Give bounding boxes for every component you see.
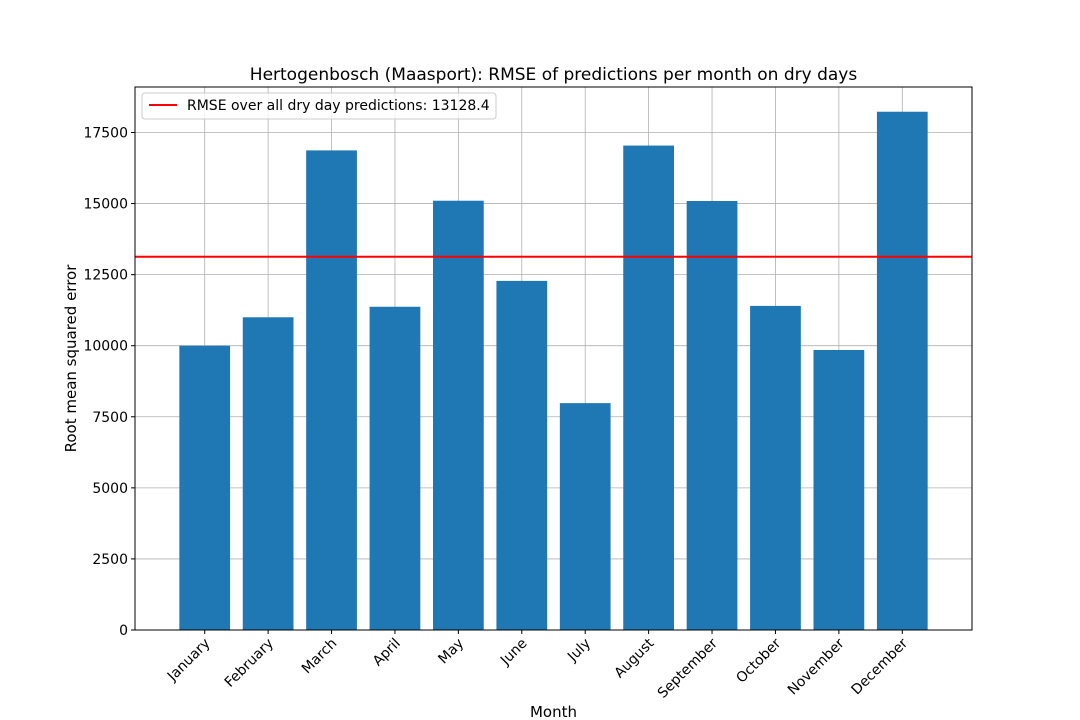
- y-tick-label: 17500: [83, 125, 128, 141]
- bar-november: [813, 349, 865, 630]
- x-tick-label-november: November: [785, 635, 848, 698]
- y-tick-label: 7500: [92, 410, 128, 426]
- x-tick-label-april: April: [370, 636, 404, 670]
- y-axis-label: Root mean squared error: [62, 264, 80, 453]
- x-tick-label-january: January: [164, 636, 214, 686]
- y-axis-ticks: 0 2500 5000 7500 10000 12500 15000 17500: [83, 125, 135, 639]
- bar-april: [369, 306, 421, 630]
- y-tick-label: 2500: [92, 552, 128, 568]
- x-tick-label-july: July: [564, 636, 594, 666]
- y-tick-label: 10000: [83, 339, 128, 355]
- bar-june: [496, 280, 548, 630]
- bar-march: [306, 150, 357, 630]
- bar-september: [686, 201, 738, 630]
- x-tick-label-august: August: [611, 635, 657, 681]
- bar-may: [433, 200, 484, 630]
- x-tick-label-june: June: [497, 636, 531, 670]
- bars-layer: [179, 111, 928, 630]
- x-axis-ticks: January February March April May June July Augu…: [164, 630, 911, 702]
- bar-october: [750, 305, 801, 630]
- x-tick-label-september: September: [655, 635, 721, 701]
- bar-february: [242, 317, 294, 630]
- y-tick-label: 12500: [83, 268, 128, 284]
- y-tick-label: 5000: [92, 481, 128, 497]
- y-tick-label: 15000: [83, 197, 128, 213]
- legend: RMSE over all dry day predictions: 13128…: [141, 92, 497, 120]
- plot-frame: [134, 86, 973, 631]
- x-tick-label-march: March: [299, 636, 340, 677]
- legend-label: RMSE over all dry day predictions: 13128…: [187, 98, 490, 114]
- y-tick-label: 0: [119, 623, 128, 639]
- x-tick-label-october: October: [733, 635, 784, 686]
- x-tick-label-february: February: [222, 636, 277, 691]
- bar-august: [623, 145, 674, 630]
- chart-title: Hertogenbosch (Maasport): RMSE of predic…: [250, 65, 858, 85]
- bar-january: [179, 345, 231, 630]
- x-tick-label-december: December: [848, 635, 911, 698]
- bar-july: [559, 403, 611, 630]
- x-tick-label-may: May: [435, 636, 467, 668]
- x-axis-label: Month: [530, 703, 577, 720]
- legend-box: [141, 92, 497, 120]
- bar-december: [876, 111, 928, 630]
